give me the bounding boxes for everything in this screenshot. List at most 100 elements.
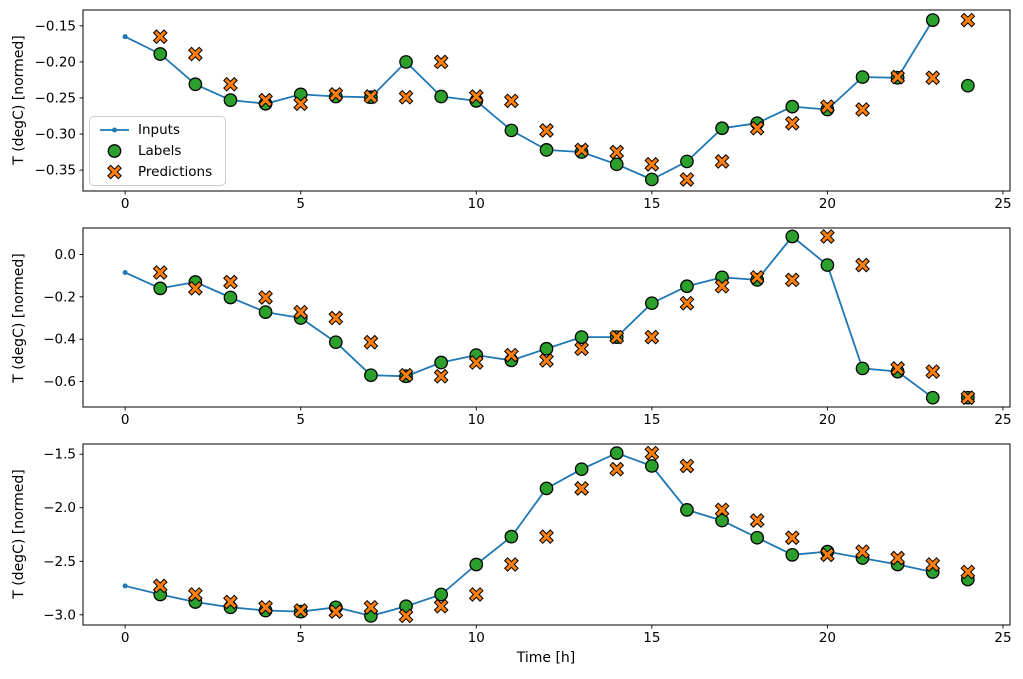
input-point — [122, 34, 128, 40]
label-point — [855, 70, 870, 84]
prediction-point — [328, 86, 344, 102]
x-tick-label: 5 — [296, 412, 305, 428]
label-point — [855, 361, 870, 376]
label-point — [223, 93, 238, 107]
prediction-point — [468, 89, 484, 104]
prediction-point — [433, 598, 449, 614]
x-tick-label: 0 — [121, 630, 130, 646]
prediction-point — [960, 12, 976, 28]
label-point — [680, 279, 694, 294]
prediction-point — [749, 269, 765, 285]
x-tick-label: 25 — [994, 412, 1011, 428]
label-point — [328, 335, 343, 350]
label-point — [715, 513, 729, 528]
y-axis-label-subplot-1: T (degC) [normed] — [11, 35, 27, 165]
prediction-point — [609, 144, 625, 160]
prediction-point — [152, 265, 168, 280]
labels-scatter — [153, 446, 975, 623]
label-point — [504, 529, 519, 544]
prediction-point — [398, 367, 414, 383]
legend-item-inputs: Inputs — [99, 120, 217, 141]
prediction-point — [609, 461, 625, 477]
labels-scatter — [153, 229, 975, 405]
prediction-point — [960, 564, 976, 580]
x-tick-label: 5 — [296, 630, 305, 646]
x-tick-label: 20 — [819, 630, 836, 646]
y-tick-label: −0.30 — [35, 127, 76, 143]
label-point — [785, 229, 800, 244]
prediction-point — [890, 361, 906, 376]
prediction-point — [363, 89, 379, 104]
label-point — [644, 296, 659, 311]
prediction-point — [644, 445, 660, 461]
prediction-point — [187, 587, 203, 602]
x-tick-label: 0 — [121, 196, 130, 212]
predictions-scatter — [152, 12, 976, 187]
prediction-point — [855, 257, 870, 273]
label-point — [820, 258, 835, 272]
label-point — [644, 172, 659, 187]
label-point — [750, 530, 765, 545]
prediction-point — [328, 604, 344, 619]
prediction-point — [398, 608, 414, 624]
prediction-point — [187, 280, 203, 296]
prediction-point — [784, 272, 800, 288]
x-tick-label: 10 — [468, 196, 485, 212]
prediction-point — [679, 458, 695, 474]
prediction-point — [714, 278, 730, 294]
prediction-point — [714, 502, 730, 518]
label-point — [399, 55, 413, 69]
y-tick-label: −0.25 — [35, 90, 76, 106]
prediction-point — [223, 594, 238, 610]
legend-item-predictions: Predictions — [99, 161, 217, 182]
prediction-point — [925, 364, 941, 380]
prediction-point — [890, 69, 906, 85]
predictions-scatter — [152, 229, 976, 406]
prediction-point — [258, 92, 273, 108]
input-point — [122, 583, 128, 589]
prediction-point — [152, 29, 168, 45]
legend-label-predictions: Predictions — [138, 163, 213, 180]
predictions-x-icon — [99, 163, 130, 181]
x-tick-label: 20 — [819, 412, 836, 428]
prediction-point — [187, 46, 203, 62]
label-point — [434, 587, 449, 602]
label-point — [925, 390, 940, 405]
label-point — [153, 47, 168, 61]
prediction-point — [679, 295, 695, 311]
prediction-point — [855, 102, 870, 117]
prediction-point — [539, 529, 554, 545]
label-point — [539, 143, 554, 157]
label-point — [785, 547, 800, 562]
prediction-point — [644, 156, 660, 172]
plot-border — [82, 227, 1011, 408]
legend: Inputs Labels Predictions — [89, 116, 226, 186]
label-point — [715, 121, 729, 136]
prediction-point — [363, 599, 379, 615]
subplot-3: 0 5 10 15 20 25 −1.5 −2.0 −2.5 −3.0 — [43, 443, 1012, 646]
y-tick-label: −0.15 — [35, 18, 76, 34]
prediction-point — [152, 578, 168, 594]
label-point — [680, 503, 694, 517]
inputs-line — [122, 233, 936, 401]
label-point — [434, 355, 449, 370]
prediction-point — [293, 304, 309, 320]
label-point — [574, 462, 589, 477]
prediction-point — [433, 54, 449, 70]
x-tick-label: 25 — [994, 196, 1011, 212]
label-point — [961, 78, 975, 93]
prediction-point — [468, 587, 484, 602]
legend-label-inputs: Inputs — [138, 122, 180, 139]
prediction-point — [574, 481, 590, 496]
y-tick-label: −2.0 — [43, 500, 76, 516]
prediction-point — [890, 550, 906, 566]
y-tick-label: −0.20 — [35, 54, 76, 70]
y-axis-label-subplot-2: T (degC) [normed] — [11, 253, 27, 383]
prediction-point — [784, 530, 800, 546]
prediction-point — [293, 96, 309, 112]
label-point — [504, 123, 519, 138]
inputs-line-icon — [99, 121, 130, 139]
label-point — [539, 481, 554, 496]
label-point — [785, 99, 800, 114]
